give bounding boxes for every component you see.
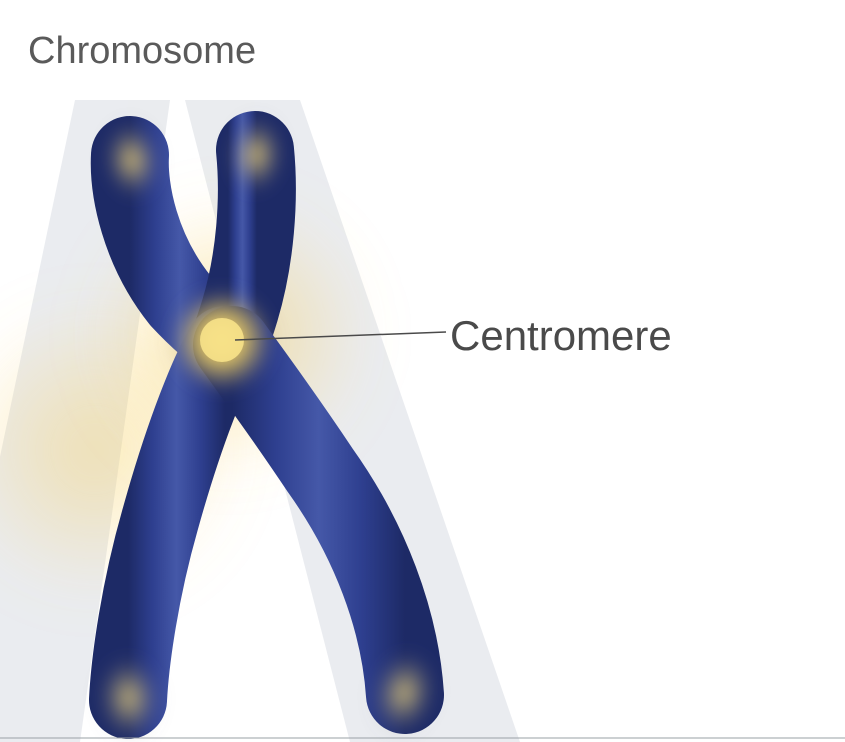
chromosome-diagram (0, 0, 845, 742)
